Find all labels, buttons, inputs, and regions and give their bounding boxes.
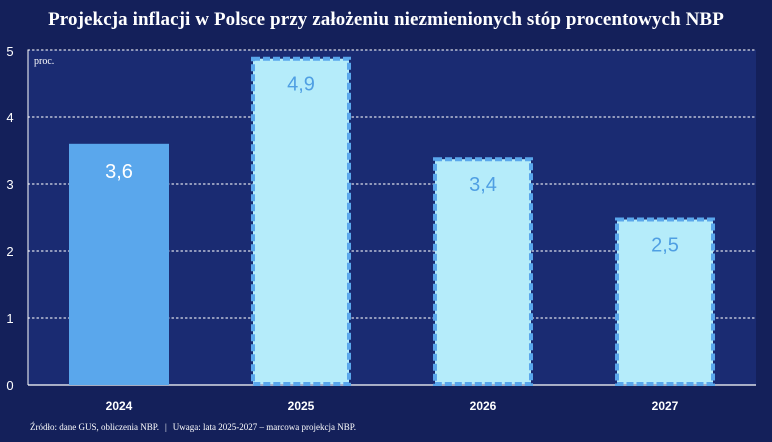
bar-actual	[69, 143, 169, 385]
chart-title: Projekcja inflacji w Polsce przy założen…	[48, 9, 724, 30]
data-label: 3,4	[469, 174, 497, 196]
y-tick-label: 0	[6, 378, 13, 393]
y-tick-label: 5	[6, 44, 13, 59]
x-tick-label: 2026	[470, 399, 497, 413]
y-tick-label: 1	[6, 311, 13, 326]
x-tick-label: 2027	[652, 399, 679, 413]
data-label: 3,6	[105, 161, 133, 183]
note-text: Uwaga: lata 2025-2027 – marcowa projekcj…	[172, 422, 356, 432]
data-label: 2,5	[651, 235, 679, 257]
y-tick-label: 3	[6, 177, 13, 192]
y-tick-label: 2	[6, 244, 13, 259]
footer-separator: |	[164, 422, 167, 432]
y-tick-label: 4	[6, 110, 13, 125]
bar-projection	[251, 56, 351, 386]
source-text: Źródło: dane GUS, obliczenia NBP.	[30, 422, 159, 432]
bar-projection	[433, 157, 533, 386]
source-note: Źródło: dane GUS, obliczenia NBP. | Uwaga:…	[30, 422, 356, 432]
x-tick-label: 2024	[106, 399, 133, 413]
data-label: 4,9	[287, 74, 315, 96]
bar-projection	[615, 217, 715, 386]
y-axis-label: proc.	[34, 56, 54, 67]
x-tick-label: 2025	[288, 399, 315, 413]
